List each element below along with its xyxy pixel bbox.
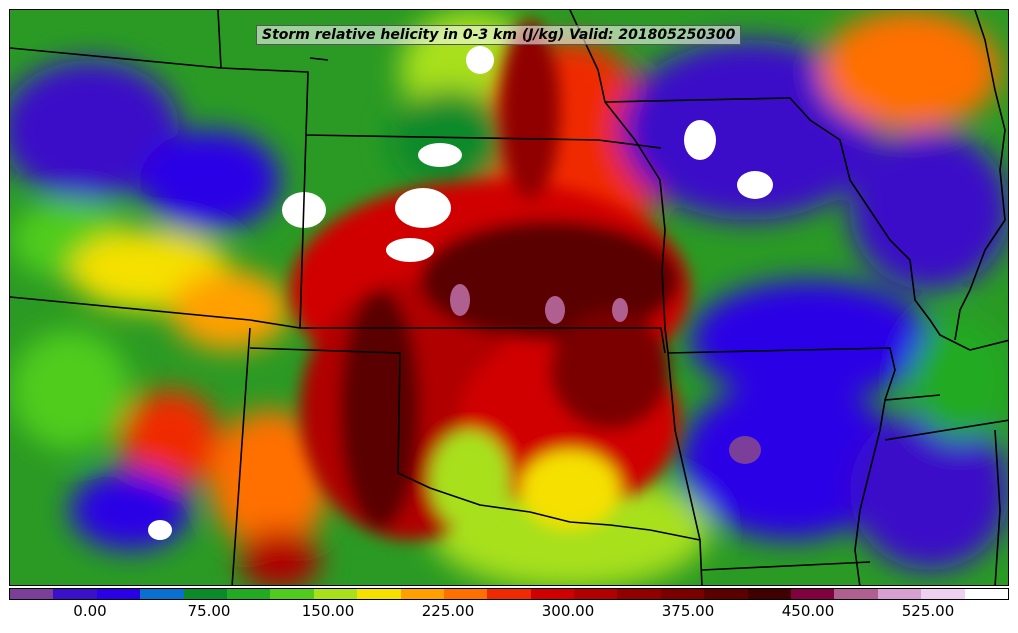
field-blob <box>120 390 220 490</box>
field-blob <box>500 20 560 200</box>
colorbar-segment <box>530 589 575 599</box>
field-blob <box>850 130 1008 290</box>
state-boundary <box>10 47 662 149</box>
state-boundary <box>231 327 251 585</box>
state-boundary <box>10 296 666 354</box>
field-blob <box>850 410 1008 570</box>
state-boundary <box>667 347 896 585</box>
state-boundary <box>249 347 703 585</box>
colorbar-segment <box>617 589 661 599</box>
state-boundary <box>604 97 1008 351</box>
colorbar-segment <box>747 589 792 599</box>
colorbar-tick-label: 525.00 <box>901 602 955 620</box>
field-blob <box>395 188 451 228</box>
state-boundaries <box>10 10 1008 585</box>
colorbar-segment <box>10 589 54 599</box>
colorbar-segment <box>226 589 271 599</box>
colorbar-tick-label: 150.00 <box>301 602 355 620</box>
colorbar-tick-label: 450.00 <box>781 602 835 620</box>
colorbar-segment <box>443 589 488 599</box>
field-blob <box>10 60 180 200</box>
colorbar-segment <box>183 589 227 599</box>
field-blob <box>520 450 620 530</box>
colorbar-segment <box>487 589 531 599</box>
colorbar-segment <box>140 589 184 599</box>
state-boundary <box>701 561 871 571</box>
colorbar-segment <box>574 589 618 599</box>
field-blob <box>612 298 628 322</box>
field-blob <box>148 520 172 540</box>
field-blob <box>386 238 434 262</box>
state-boundary <box>884 394 941 401</box>
field-blob <box>450 284 470 316</box>
colorbar-segment <box>96 589 141 599</box>
helicity-map <box>10 10 1008 585</box>
colorbar-tick-label: 375.00 <box>661 602 715 620</box>
colorbar-segment <box>704 589 748 599</box>
map-title: Storm relative helicity in 0-3 km (J/kg)… <box>256 25 742 45</box>
state-boundary <box>884 419 1008 441</box>
field-blob <box>910 320 1008 440</box>
field-blob <box>340 290 420 530</box>
field-blob <box>684 120 716 160</box>
field-blob <box>737 171 773 199</box>
field-blob <box>210 410 330 550</box>
field-blob <box>620 40 880 220</box>
field-blob <box>729 436 761 464</box>
state-boundary <box>954 10 1006 341</box>
map-panel: Storm relative helicity in 0-3 km (J/kg)… <box>9 9 1009 586</box>
colorbar-tick-label: 75.00 <box>187 602 231 620</box>
colorbar-tick-label: 300.00 <box>541 602 595 620</box>
field-blob <box>430 430 510 530</box>
state-boundary <box>299 134 307 329</box>
max-helicity-spots <box>148 46 773 540</box>
colorbar-segment <box>877 589 922 599</box>
field-blob <box>680 380 900 540</box>
field-blob <box>140 130 280 230</box>
colorbar-segment <box>921 589 965 599</box>
colorbar-segment <box>660 589 705 599</box>
field-blob <box>545 296 565 324</box>
colorbar-segment <box>53 589 97 599</box>
field-blob <box>390 90 510 190</box>
state-boundary <box>309 57 329 61</box>
shaded-field <box>10 10 1008 585</box>
field-blob <box>10 330 130 450</box>
colorbar <box>9 588 1009 600</box>
colorbar-segment <box>270 589 314 599</box>
field-blob <box>70 470 190 550</box>
colorbar-segment <box>964 589 1008 599</box>
colorbar-tick-label: 0.00 <box>73 602 107 620</box>
field-blob <box>820 10 1000 130</box>
field-blob <box>466 46 494 74</box>
state-boundary <box>569 10 701 541</box>
field-blob <box>690 280 930 400</box>
colorbar-segment <box>357 589 401 599</box>
colorbar-segment <box>791 589 835 599</box>
colorbar-segment <box>400 589 444 599</box>
field-blob <box>240 530 320 585</box>
colorbar-segment <box>834 589 878 599</box>
colorbar-segment <box>313 589 358 599</box>
field-blob <box>170 270 290 350</box>
field-blob <box>550 310 670 430</box>
field-blob <box>418 143 462 167</box>
state-boundary <box>217 10 222 69</box>
state-boundary <box>994 429 1001 585</box>
colorbar-tick-label: 225.00 <box>421 602 475 620</box>
